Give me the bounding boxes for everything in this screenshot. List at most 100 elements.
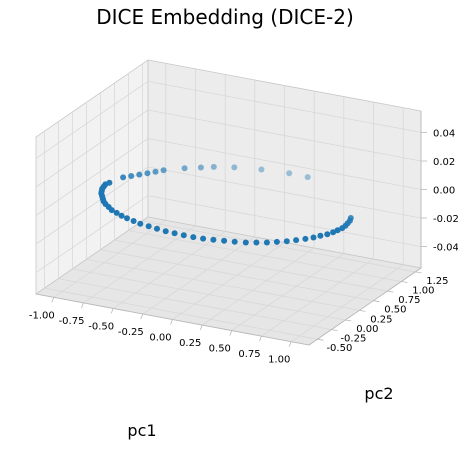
scatter-point: [136, 171, 143, 178]
y-gridline-floor: [72, 268, 346, 321]
z-gridline-back: [147, 81, 422, 133]
x-tick-label: -1.00: [29, 310, 55, 321]
scatter-point: [154, 225, 160, 232]
scatter-point: [253, 239, 260, 246]
scatter-point: [128, 173, 135, 179]
scatter-point: [310, 234, 317, 241]
x-tick-label: 0.75: [238, 349, 260, 360]
x-tick-label: -0.25: [118, 327, 144, 338]
z-gridline-left: [35, 138, 149, 216]
scatter-point: [200, 235, 207, 242]
y-tick-mark: [331, 329, 338, 331]
y-tick-label: 0.25: [370, 314, 392, 325]
y-tick-mark: [359, 310, 366, 312]
y-tick-mark: [373, 300, 380, 303]
scatter-point: [145, 223, 152, 230]
z-gridline-left: [35, 166, 149, 245]
x-gridline-floor: [201, 247, 315, 326]
y-tick-label: 0.00: [356, 324, 378, 335]
x-tick-mark: [140, 313, 144, 320]
scatter-point: [160, 167, 167, 174]
scatter-point: [273, 238, 280, 245]
x-tick-label: -0.50: [88, 321, 114, 332]
y-gridline-floor: [128, 230, 402, 282]
x-tick-mark: [81, 302, 84, 309]
scatter-point: [283, 238, 290, 245]
x-gridline-floor: [172, 242, 285, 320]
x-tick-mark: [259, 335, 262, 342]
z-tick-label: -0.02: [433, 214, 458, 225]
scatter-point: [144, 170, 151, 177]
x-tick-mark: [288, 341, 292, 347]
y-tick-mark: [415, 271, 422, 274]
scatter-point: [118, 212, 125, 219]
scatter-point: [263, 239, 270, 246]
scatter-point: [286, 170, 293, 177]
scatter-point: [210, 236, 217, 243]
x-tick-label: 0.50: [209, 344, 231, 355]
scatter-point: [258, 166, 265, 173]
scatter-point: [180, 232, 187, 239]
scatter-point: [162, 228, 169, 235]
scatter-point: [330, 229, 337, 236]
scatter-point: [231, 164, 238, 171]
z-gridline-left: [35, 81, 149, 159]
scatter-point: [339, 225, 346, 232]
y-tick-label: 0.50: [384, 305, 406, 316]
y-tick-label: -0.25: [340, 334, 366, 345]
z-tick-label: -0.04: [433, 243, 458, 254]
x-gridline-floor: [112, 231, 226, 309]
y-axis-label: pc2: [364, 384, 393, 403]
scatter-point: [152, 168, 159, 175]
x-gridline-floor: [290, 264, 404, 343]
z-gridline-back: [147, 195, 422, 247]
y-gridline-floor: [44, 287, 318, 340]
scatter-point: [302, 235, 309, 242]
scatter-point: [197, 164, 204, 171]
axes-gridlines: [35, 63, 422, 343]
y-gridline-floor: [142, 220, 416, 273]
data-points: [98, 163, 354, 246]
x-gridline-floor: [231, 253, 345, 331]
axes-panes: [34, 59, 423, 346]
x-gridline-floor: [53, 219, 167, 298]
x-tick-label: 1.00: [268, 355, 290, 366]
y-tick-label: 1.25: [426, 276, 448, 287]
scatter-point: [231, 238, 238, 245]
y-axis-line: [308, 267, 422, 346]
x-gridline-floor: [83, 225, 196, 304]
scatter-point: [324, 231, 331, 238]
scatter-point: [304, 174, 311, 181]
y-gridline-floor: [100, 249, 374, 302]
scatter-point: [120, 174, 127, 181]
scatter-point: [108, 207, 115, 214]
z-gridline-back: [147, 138, 422, 190]
scatter-point: [317, 232, 324, 239]
y-tick-mark: [345, 319, 352, 322]
z-tick-label: 0.04: [433, 128, 455, 139]
scatter-point: [113, 209, 120, 216]
axes-ticks: -1.00-0.75 -0.50-0.25 0.00 0.250.50 0.751.00…: [29, 111, 458, 366]
z-tick-label: 0.00: [433, 186, 455, 197]
x-tick-mark: [110, 308, 114, 314]
y-tick-mark: [401, 281, 408, 283]
x-tick-label: -0.75: [59, 316, 85, 327]
scatter-point: [130, 218, 137, 224]
scatter-point: [221, 237, 228, 244]
y-gridline-floor: [114, 239, 388, 292]
scatter-point: [171, 230, 178, 237]
z-gridline-back: [147, 166, 422, 219]
y-tick-mark: [317, 338, 324, 341]
scatter-point: [137, 220, 144, 227]
x-gridline-floor: [142, 236, 256, 315]
z-gridline-left: [35, 195, 149, 273]
x-tick-mark: [199, 324, 203, 331]
y-gridline-floor: [58, 278, 332, 330]
z-tick-label: 0.02: [433, 157, 455, 168]
scatter-point: [190, 234, 197, 241]
scatter-point: [210, 163, 217, 170]
scatter-point: [293, 237, 300, 244]
y-tick-label: 1.00: [412, 286, 434, 297]
y-tick-mark: [387, 290, 394, 293]
